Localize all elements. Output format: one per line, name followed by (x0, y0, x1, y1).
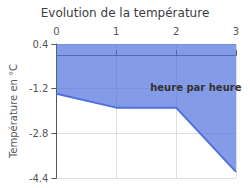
svg-text:Température en °C: Température en °C (8, 64, 19, 159)
svg-text:-4.4: -4.4 (29, 173, 49, 184)
svg-text:Evolution de la température: Evolution de la température (41, 6, 210, 20)
svg-text:0.4: 0.4 (33, 39, 49, 50)
svg-text:2: 2 (173, 26, 179, 37)
svg-text:1: 1 (113, 26, 119, 37)
svg-text:3: 3 (233, 26, 239, 37)
svg-text:-2.8: -2.8 (29, 128, 49, 139)
svg-text:0: 0 (53, 26, 59, 37)
svg-text:-1.2: -1.2 (29, 83, 49, 94)
svg-text:heure par heure: heure par heure (150, 82, 241, 93)
